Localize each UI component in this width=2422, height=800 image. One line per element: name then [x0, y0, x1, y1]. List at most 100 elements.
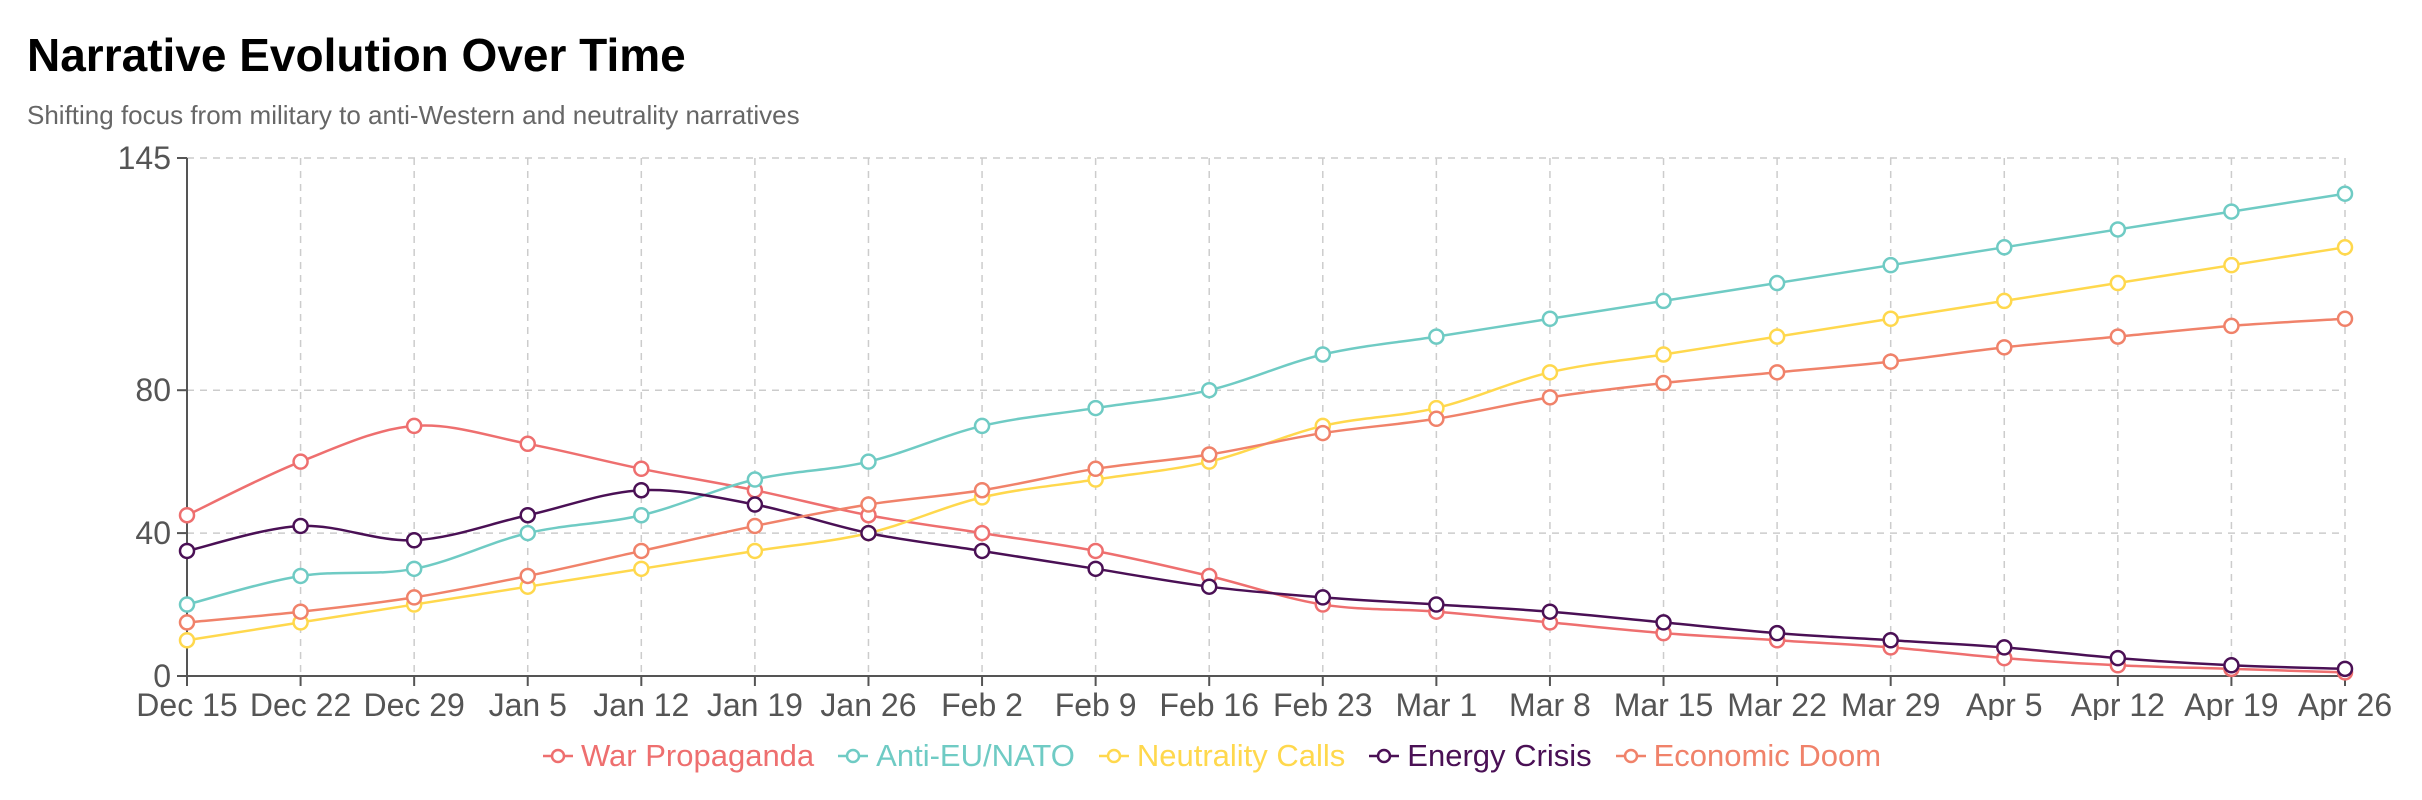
- data-point-energy-crisis: [1428, 596, 1445, 613]
- data-point-energy-crisis: [633, 481, 650, 499]
- x-tick-label: Jan 19: [707, 687, 803, 720]
- data-point-economic-doom: [973, 481, 991, 499]
- legend-item-anti-eu-nato[interactable]: Anti-EU/NATO: [836, 738, 1075, 774]
- legend-item-war-propaganda[interactable]: War Propaganda: [541, 738, 814, 774]
- data-point-economic-doom: [1541, 389, 1559, 406]
- legend-label: Economic Doom: [1653, 738, 1882, 773]
- series-lines: [186, 192, 2346, 674]
- data-point-economic-doom: [860, 496, 877, 513]
- series-line-anti-eu-nato: [186, 192, 2346, 606]
- data-point-neutrality-calls: [1655, 346, 1672, 363]
- data-point-energy-crisis: [1314, 589, 1332, 606]
- data-point-anti-eu-nato: [1996, 239, 2013, 256]
- data-point-anti-eu-nato: [1541, 310, 1559, 328]
- data-point-war-propaganda: [633, 460, 650, 478]
- x-tick-label: Apr 12: [2071, 687, 2165, 720]
- data-point-energy-crisis: [973, 542, 991, 560]
- legend-marker-icon: [542, 748, 573, 764]
- x-tick-label: Apr 19: [2184, 687, 2278, 720]
- data-point-economic-doom: [1655, 374, 1672, 392]
- data-point-energy-crisis: [519, 506, 536, 524]
- data-point-anti-eu-nato: [2109, 221, 2127, 238]
- x-tick-label: Apr 26: [2298, 687, 2392, 720]
- data-point-economic-doom: [1314, 424, 1332, 442]
- axes: [177, 157, 2346, 686]
- y-axis-labels: 0 40 80 145: [118, 140, 171, 694]
- data-point-neutrality-calls: [1882, 310, 1899, 328]
- data-point-energy-crisis: [2223, 657, 2240, 674]
- y-tick-label: 40: [135, 515, 171, 551]
- data-point-anti-eu-nato: [1087, 399, 1104, 417]
- data-point-economic-doom: [1996, 339, 2013, 356]
- x-tick-label: Dec 15: [136, 687, 237, 720]
- x-tick-label: Mar 8: [1509, 687, 1591, 720]
- data-point-economic-doom: [1200, 446, 1218, 463]
- line-chart: Dec 15 Dec 22 Dec 29 Jan 5 Jan 12 Jan 19 Jan 2…: [118, 140, 2393, 720]
- x-tick-label: Feb 16: [1159, 687, 1259, 720]
- data-point-war-propaganda: [1087, 542, 1104, 560]
- data-point-war-propaganda: [178, 506, 196, 524]
- data-point-energy-crisis: [1200, 578, 1218, 595]
- data-point-anti-eu-nato: [1882, 256, 1899, 274]
- data-point-energy-crisis: [1655, 614, 1672, 631]
- data-point-anti-eu-nato: [1314, 346, 1332, 363]
- data-point-anti-eu-nato: [633, 506, 650, 524]
- data-point-war-propaganda: [292, 453, 309, 470]
- data-point-neutrality-calls: [2223, 256, 2240, 274]
- data-points: [178, 185, 2354, 681]
- data-point-energy-crisis: [1996, 639, 2013, 656]
- data-point-anti-eu-nato: [1768, 274, 1786, 292]
- x-tick-label: Mar 22: [1727, 687, 1827, 720]
- data-point-neutrality-calls: [1541, 364, 1559, 381]
- y-tick-label: 0: [153, 658, 171, 694]
- x-tick-label: Feb 23: [1273, 687, 1373, 720]
- data-point-energy-crisis: [1768, 624, 1786, 642]
- data-point-neutrality-calls: [1996, 292, 2013, 310]
- data-point-economic-doom: [633, 542, 650, 560]
- grid-lines: [186, 157, 2346, 676]
- data-point-energy-crisis: [405, 531, 423, 549]
- data-point-economic-doom: [1428, 410, 1445, 428]
- data-point-anti-eu-nato: [1655, 292, 1672, 310]
- x-tick-label: Mar 29: [1841, 687, 1941, 720]
- chart-legend: War Propaganda Anti-EU/NATO Neutrality Cal…: [0, 738, 2422, 774]
- data-point-anti-eu-nato: [973, 417, 991, 435]
- legend-item-energy-crisis[interactable]: Energy Crisis: [1367, 738, 1592, 774]
- x-tick-label: Mar 15: [1614, 687, 1714, 720]
- data-point-economic-doom: [1768, 364, 1786, 381]
- data-point-neutrality-calls: [1768, 328, 1786, 345]
- legend-label: War Propaganda: [580, 738, 815, 773]
- data-point-war-propaganda: [973, 524, 991, 542]
- x-tick-label: Feb 2: [941, 687, 1023, 720]
- y-tick-label: 145: [118, 140, 171, 176]
- x-tick-label: Jan 5: [489, 687, 567, 720]
- legend-label: Energy Crisis: [1407, 738, 1592, 773]
- x-tick-label: Apr 5: [1966, 687, 2042, 720]
- x-tick-label: Jan 26: [820, 687, 916, 720]
- legend-marker-icon: [838, 748, 869, 764]
- data-point-neutrality-calls: [746, 542, 764, 560]
- x-tick-label: Dec 29: [363, 687, 464, 720]
- data-point-anti-eu-nato: [292, 567, 309, 585]
- y-tick-label: 80: [135, 372, 171, 408]
- data-point-energy-crisis: [860, 524, 877, 542]
- legend-marker-icon: [1098, 748, 1129, 764]
- data-point-energy-crisis: [2336, 660, 2354, 678]
- data-point-energy-crisis: [1882, 632, 1899, 649]
- legend-marker-icon: [1369, 748, 1400, 764]
- legend-item-neutrality-calls[interactable]: Neutrality Calls: [1097, 738, 1345, 774]
- chart-title: Narrative Evolution Over Time: [27, 29, 686, 81]
- data-point-energy-crisis: [178, 542, 196, 560]
- data-point-energy-crisis: [1541, 603, 1559, 620]
- data-point-economic-doom: [746, 517, 764, 535]
- data-point-anti-eu-nato: [746, 471, 764, 488]
- data-point-neutrality-calls: [633, 560, 650, 578]
- data-point-anti-eu-nato: [2223, 203, 2240, 220]
- data-point-anti-eu-nato: [860, 453, 877, 470]
- data-point-neutrality-calls: [178, 632, 196, 649]
- legend-item-economic-doom[interactable]: Economic Doom: [1614, 738, 1881, 774]
- legend-label: Neutrality Calls: [1136, 738, 1346, 773]
- legend-marker-icon: [1615, 748, 1646, 764]
- series-line-war-propaganda: [186, 424, 2346, 674]
- x-tick-label: Jan 12: [593, 687, 689, 720]
